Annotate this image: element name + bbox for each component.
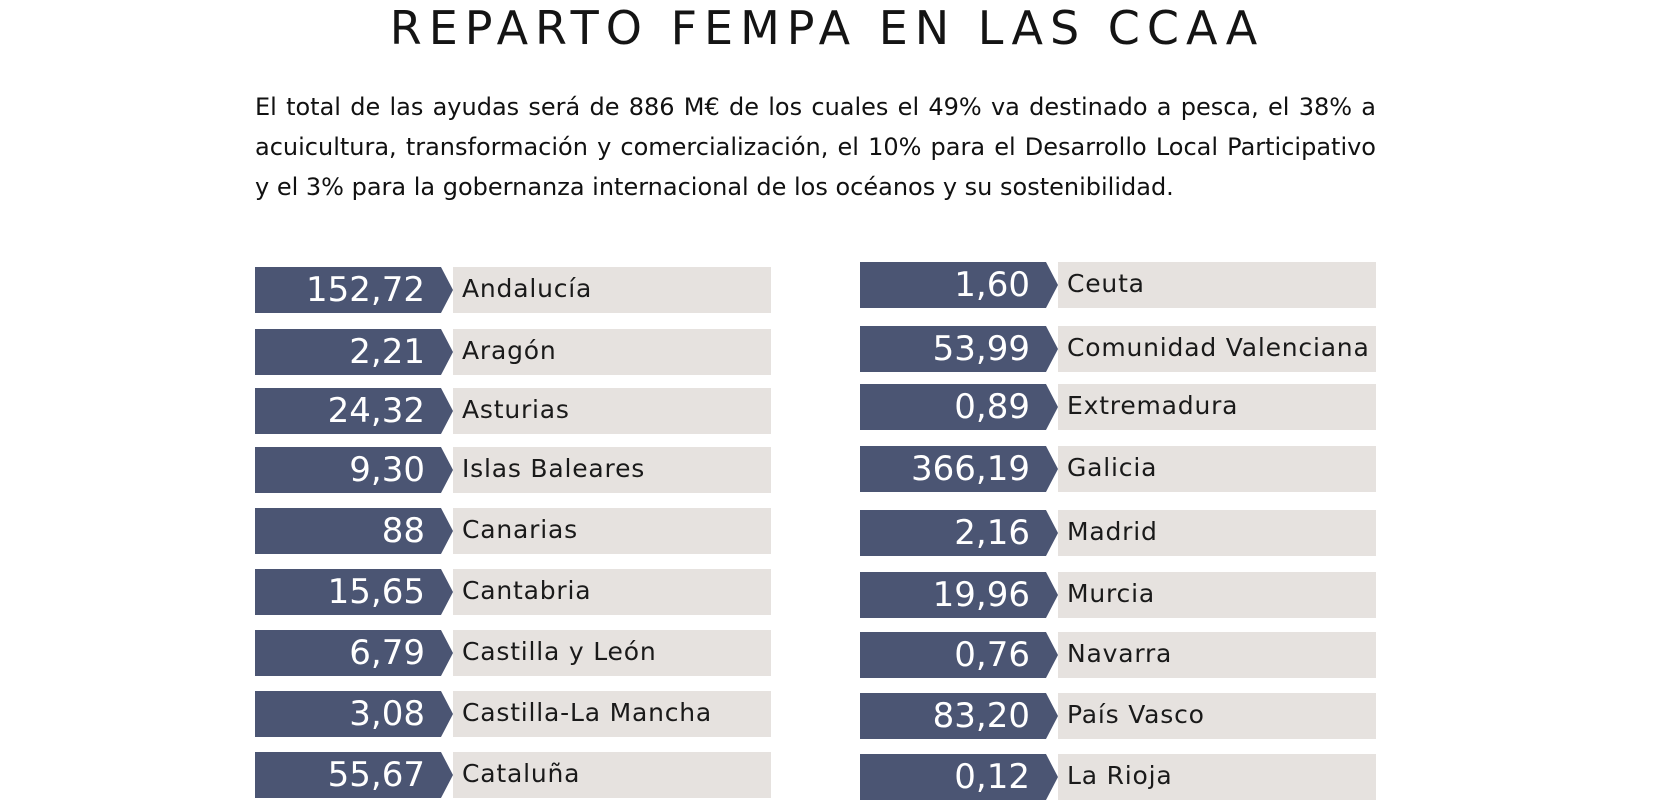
region-value: 24,32 (327, 391, 425, 431)
region-name: Castilla y León (462, 637, 657, 666)
region-name: Murcia (1067, 579, 1155, 608)
region-value-tag: 24,32 (255, 388, 453, 434)
region-value: 15,65 (327, 572, 425, 612)
region-name-box: Comunidad Valenciana (1058, 326, 1376, 372)
region-row: 24,32 Asturias (255, 388, 771, 434)
page-title: REPARTO FEMPA EN LAS CCAA (389, 1, 1265, 55)
region-row: 15,65 Cantabria (255, 569, 771, 615)
region-name-box: Madrid (1058, 510, 1376, 556)
region-row: 83,20 País Vasco (860, 693, 1376, 739)
region-value-tag: 15,65 (255, 569, 453, 615)
region-name: Asturias (462, 395, 570, 424)
region-value-tag: 1,60 (860, 262, 1058, 308)
region-value: 3,08 (349, 694, 425, 734)
region-name-box: Ceuta (1058, 262, 1376, 308)
region-name-box: Islas Baleares (453, 447, 771, 493)
region-name-box: Asturias (453, 388, 771, 434)
region-value-tag: 6,79 (255, 630, 453, 676)
region-value: 9,30 (349, 450, 425, 490)
region-name-box: Castilla-La Mancha (453, 691, 771, 737)
region-name-box: Castilla y León (453, 630, 771, 676)
region-row: 88 Canarias (255, 508, 771, 554)
region-row: 152,72 Andalucía (255, 267, 771, 313)
region-name-box: Cantabria (453, 569, 771, 615)
region-value-tag: 2,16 (860, 510, 1058, 556)
region-value: 55,67 (327, 755, 425, 795)
region-value-tag: 0,76 (860, 632, 1058, 678)
region-name: Andalucía (462, 274, 593, 303)
region-name-box: Navarra (1058, 632, 1376, 678)
region-value: 2,16 (954, 513, 1030, 553)
region-value-tag: 88 (255, 508, 453, 554)
region-name: Navarra (1067, 639, 1173, 668)
region-name: La Rioja (1067, 761, 1173, 790)
region-name-box: País Vasco (1058, 693, 1376, 739)
region-row: 19,96 Murcia (860, 572, 1376, 618)
region-row: 366,19 Galicia (860, 446, 1376, 492)
region-value-tag: 9,30 (255, 447, 453, 493)
region-name-box: Galicia (1058, 446, 1376, 492)
region-row: 9,30 Islas Baleares (255, 447, 771, 493)
region-name-box: Andalucía (453, 267, 771, 313)
region-name: Cantabria (462, 576, 592, 605)
region-row: 53,99 Comunidad Valenciana (860, 326, 1376, 372)
region-value: 152,72 (306, 270, 425, 310)
region-value: 0,89 (954, 387, 1030, 427)
region-value: 0,12 (954, 757, 1030, 797)
region-value: 0,76 (954, 635, 1030, 675)
region-name: Madrid (1067, 517, 1158, 546)
region-row: 0,76 Navarra (860, 632, 1376, 678)
region-name: Cataluña (462, 759, 581, 788)
region-row: 1,60 Ceuta (860, 262, 1376, 308)
region-value-tag: 2,21 (255, 329, 453, 375)
region-row: 2,16 Madrid (860, 510, 1376, 556)
region-name: Ceuta (1067, 269, 1145, 298)
region-name-box: Cataluña (453, 752, 771, 798)
region-value-tag: 53,99 (860, 326, 1058, 372)
region-value-tag: 0,89 (860, 384, 1058, 430)
region-value: 1,60 (954, 265, 1030, 305)
region-value-tag: 366,19 (860, 446, 1058, 492)
region-value-tag: 3,08 (255, 691, 453, 737)
region-name-box: Canarias (453, 508, 771, 554)
region-name: Canarias (462, 515, 578, 544)
region-row: 55,67 Cataluña (255, 752, 771, 798)
region-name-box: Murcia (1058, 572, 1376, 618)
region-value: 366,19 (911, 449, 1030, 489)
region-value-tag: 83,20 (860, 693, 1058, 739)
region-value-tag: 19,96 (860, 572, 1058, 618)
region-name: Galicia (1067, 453, 1158, 482)
region-name: Islas Baleares (462, 454, 646, 483)
region-name: Extremadura (1067, 391, 1239, 420)
region-value: 83,20 (932, 696, 1030, 736)
region-row: 6,79 Castilla y León (255, 630, 771, 676)
region-name: Comunidad Valenciana (1067, 333, 1370, 362)
region-value: 88 (381, 511, 425, 551)
region-name: Aragón (462, 336, 557, 365)
region-name-box: La Rioja (1058, 754, 1376, 800)
region-name: Castilla-La Mancha (462, 698, 713, 727)
region-name-box: Aragón (453, 329, 771, 375)
region-row: 2,21 Aragón (255, 329, 771, 375)
region-value: 53,99 (932, 329, 1030, 369)
region-name-box: Extremadura (1058, 384, 1376, 430)
region-row: 0,12 La Rioja (860, 754, 1376, 800)
region-value-tag: 152,72 (255, 267, 453, 313)
region-name: País Vasco (1067, 700, 1205, 729)
region-value: 19,96 (932, 575, 1030, 615)
region-value: 6,79 (349, 633, 425, 673)
region-value-tag: 0,12 (860, 754, 1058, 800)
intro-paragraph: El total de las ayudas será de 886 M€ de… (255, 93, 1376, 201)
region-value-tag: 55,67 (255, 752, 453, 798)
region-row: 3,08 Castilla-La Mancha (255, 691, 771, 737)
region-value: 2,21 (349, 332, 425, 372)
region-row: 0,89 Extremadura (860, 384, 1376, 430)
